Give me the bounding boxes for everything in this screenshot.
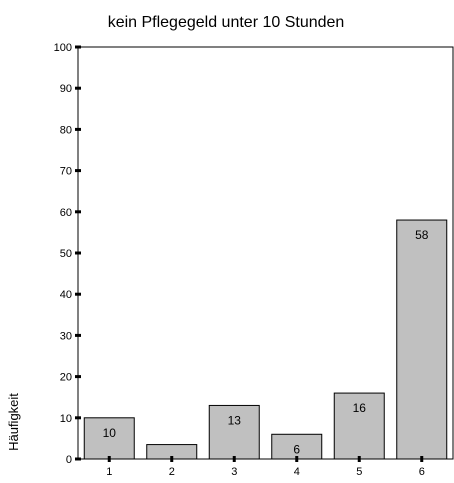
- x-tick-label: 5: [356, 466, 362, 478]
- y-tick-label: 70: [60, 166, 72, 178]
- y-tick-label: 30: [60, 330, 72, 342]
- y-tick-label: 0: [66, 454, 72, 466]
- y-tick-label: 60: [60, 207, 72, 219]
- data-label: 6: [293, 442, 300, 456]
- x-tick-label: 3: [231, 466, 237, 478]
- x-ticks-group: 1 2 3 4 5 6: [106, 456, 425, 478]
- bar: [271, 433, 323, 460]
- bar: [396, 219, 448, 460]
- x-tick-label: 4: [294, 466, 300, 478]
- bar: [208, 404, 260, 460]
- y-tick-label: 80: [60, 124, 72, 136]
- x-tick-label: 6: [419, 466, 425, 478]
- y-tick-label: 90: [60, 83, 72, 95]
- y-ticks-group: 0 10 20 30 40 50 60 70 80 90 100: [54, 42, 81, 466]
- data-label: 16: [353, 401, 367, 415]
- data-label: 10: [103, 426, 117, 440]
- y-tick-label: 50: [60, 248, 72, 260]
- data-labels-group: 10 13 6 16 58: [103, 228, 429, 456]
- y-tick-label: 10: [60, 413, 72, 425]
- data-label: 13: [228, 413, 242, 427]
- x-tick-label: 2: [169, 466, 175, 478]
- y-tick-label: 100: [54, 42, 72, 54]
- bars-group: [83, 219, 448, 460]
- x-tick-label: 1: [106, 466, 112, 478]
- y-tick-label: 20: [60, 372, 72, 384]
- y-tick-label: 40: [60, 289, 72, 301]
- data-label: 58: [415, 228, 429, 242]
- y-axis-label: Häufigkeit: [6, 393, 21, 451]
- chart-title: kein Pflegegeld unter 10 Stunden: [108, 14, 345, 31]
